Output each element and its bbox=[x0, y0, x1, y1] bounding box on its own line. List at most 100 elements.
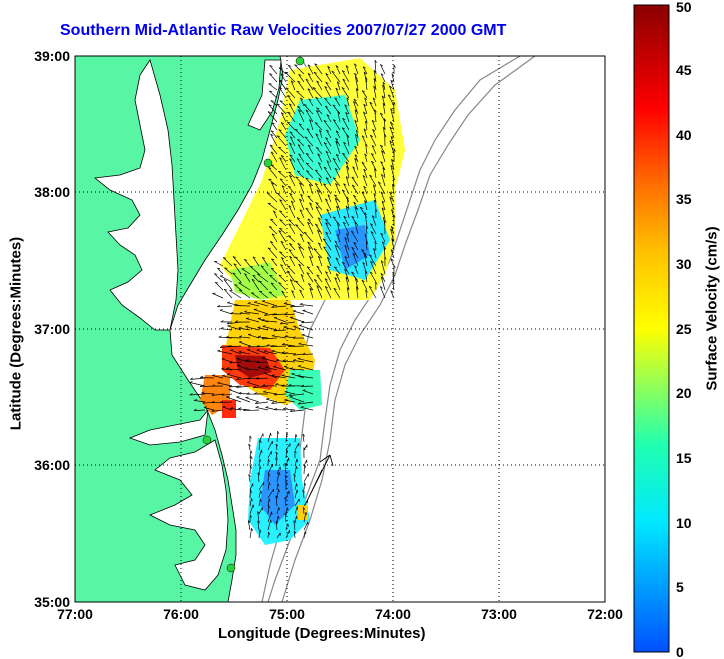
velocity-arrow-head bbox=[391, 209, 394, 212]
velocity-arrow-head bbox=[279, 100, 283, 102]
velocity-arrow-head bbox=[369, 271, 373, 274]
velocity-arrow bbox=[325, 137, 332, 147]
velocity-arrow bbox=[334, 198, 341, 211]
velocity-arrow-head bbox=[275, 443, 279, 447]
velocity-arrow-head bbox=[279, 79, 283, 82]
velocity-arrow-head bbox=[227, 345, 231, 348]
velocity-arrow-head bbox=[373, 193, 377, 197]
velocity-arrow-head bbox=[316, 274, 320, 277]
velocity-arrow-head bbox=[295, 176, 299, 179]
velocity-arrow bbox=[380, 161, 386, 171]
velocity-arrow-head bbox=[343, 183, 347, 186]
velocity-arrow bbox=[389, 196, 395, 211]
velocity-arrow-head bbox=[344, 237, 348, 240]
velocity-arrow bbox=[258, 507, 263, 515]
velocity-arrow bbox=[281, 375, 296, 379]
velocity-arrow-head bbox=[246, 317, 250, 319]
velocity-arrow bbox=[221, 368, 233, 371]
velocity-arrow bbox=[288, 223, 296, 235]
velocity-arrow bbox=[271, 335, 287, 339]
velocity-arrow-head bbox=[218, 335, 222, 338]
velocity-arrow bbox=[365, 143, 368, 155]
velocity-arrow-head bbox=[364, 270, 368, 274]
velocity-arrow-head bbox=[304, 136, 308, 139]
velocity-arrow-head bbox=[284, 496, 287, 500]
velocity-arrow bbox=[258, 498, 261, 507]
velocity-arrow-head bbox=[224, 267, 228, 269]
velocity-arrow bbox=[289, 158, 296, 171]
velocity-arrow-head bbox=[327, 194, 331, 197]
velocity-arrow bbox=[288, 171, 296, 179]
velocity-arrow bbox=[381, 95, 386, 107]
velocity-arrow-head bbox=[308, 283, 312, 286]
velocity-arrow-head bbox=[288, 185, 292, 188]
velocity-arrow-head bbox=[287, 523, 289, 527]
velocity-arrow bbox=[324, 278, 332, 291]
velocity-arrow-head bbox=[284, 398, 288, 401]
velocity-arrow bbox=[383, 118, 386, 131]
velocity-arrow bbox=[246, 349, 260, 355]
velocity-arrow-head bbox=[364, 97, 368, 101]
velocity-arrow bbox=[287, 270, 296, 283]
velocity-arrow-head bbox=[278, 171, 282, 173]
velocity-arrow-head bbox=[300, 274, 304, 277]
velocity-arrow-head bbox=[300, 233, 303, 237]
velocity-arrow bbox=[193, 400, 206, 403]
velocity-arrow bbox=[297, 139, 305, 147]
velocity-arrow bbox=[359, 207, 368, 219]
velocity-arrow bbox=[317, 153, 323, 163]
velocity-arrow bbox=[280, 73, 287, 83]
velocity-arrow-head bbox=[236, 377, 239, 380]
velocity-arrow-head bbox=[289, 154, 293, 157]
velocity-arrow-head bbox=[345, 65, 349, 68]
velocity-arrow-head bbox=[325, 105, 329, 108]
velocity-arrow-head bbox=[279, 251, 283, 253]
velocity-arrow-head bbox=[295, 434, 298, 438]
velocity-arrow-head bbox=[297, 365, 301, 367]
velocity-arrow-head bbox=[298, 153, 302, 156]
velocity-arrow bbox=[379, 286, 386, 299]
velocity-arrow-head bbox=[289, 255, 293, 259]
velocity-arrow bbox=[335, 257, 341, 267]
velocity-arrow-head bbox=[239, 311, 243, 314]
velocity-arrow bbox=[283, 326, 296, 331]
velocity-arrow bbox=[353, 101, 359, 115]
velocity-arrow-head bbox=[303, 447, 306, 451]
velocity-arrow-head bbox=[289, 192, 293, 196]
velocity-arrow bbox=[354, 206, 359, 219]
velocity-arrow-head bbox=[275, 495, 278, 499]
velocity-arrow-head bbox=[316, 265, 320, 268]
velocity-arrow-head bbox=[325, 198, 328, 201]
velocity-arrow bbox=[323, 142, 332, 155]
velocity-arrow-head bbox=[275, 451, 279, 455]
velocity-arrow-head bbox=[326, 160, 330, 163]
velocity-arrow bbox=[334, 194, 341, 203]
velocity-arrow-head bbox=[238, 350, 242, 353]
velocity-arrow bbox=[371, 145, 377, 155]
velocity-arrow bbox=[214, 273, 224, 283]
y-tick-label: 35:00 bbox=[34, 594, 70, 610]
velocity-arrow-head bbox=[314, 122, 318, 124]
velocity-arrow-head bbox=[272, 313, 276, 316]
velocity-arrow bbox=[189, 393, 206, 396]
velocity-arrow-head bbox=[345, 205, 349, 209]
velocity-arrow bbox=[299, 303, 314, 307]
velocity-arrow bbox=[373, 248, 377, 259]
velocity-arrow-head bbox=[365, 143, 368, 147]
velocity-arrow bbox=[317, 229, 323, 243]
velocity-arrow bbox=[356, 88, 359, 99]
velocity-arrow-head bbox=[265, 406, 269, 408]
velocity-arrow bbox=[361, 161, 368, 171]
velocity-arrow-head bbox=[260, 498, 262, 502]
velocity-arrow-head bbox=[381, 200, 385, 204]
velocity-arrow-head bbox=[221, 357, 225, 360]
velocity-arrow-head bbox=[270, 282, 274, 285]
velocity-arrow-head bbox=[264, 313, 267, 316]
velocity-arrow-head bbox=[361, 249, 365, 252]
velocity-arrow bbox=[305, 78, 314, 91]
velocity-arrow bbox=[221, 358, 233, 363]
velocity-arrow-head bbox=[384, 219, 387, 223]
velocity-arrow bbox=[354, 109, 359, 123]
velocity-arrow bbox=[298, 246, 305, 259]
velocity-arrow-head bbox=[354, 109, 358, 113]
